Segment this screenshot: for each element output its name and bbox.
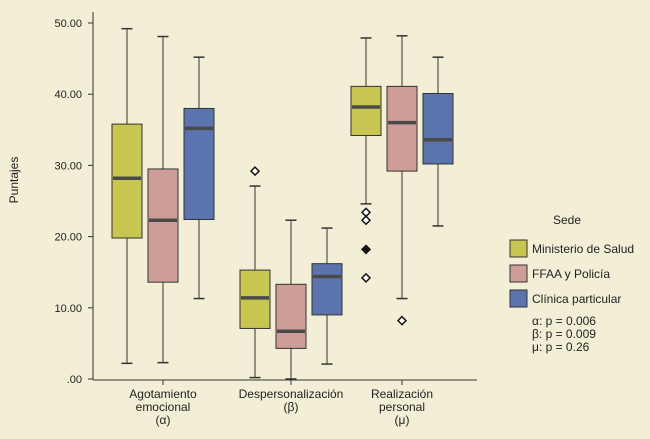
outlier-marker: [396, 315, 408, 326]
outlier-marker: [249, 166, 261, 177]
y-tick-label: .00: [67, 374, 82, 386]
legend-swatch: [509, 239, 528, 258]
x-tick-label: (μ): [395, 413, 410, 427]
y-axis-label: Puntajes: [7, 157, 21, 204]
p-value-text: μ: p = 0.26: [532, 340, 590, 354]
legend: Sede Ministerio de Salud FFAA y Policía Cl…: [509, 213, 634, 308]
outlier-marker: [360, 215, 372, 226]
boxes: [111, 27, 454, 380]
y-tick-label: 30.00: [54, 160, 82, 172]
x-tick-label: Realización: [371, 387, 433, 401]
x-tick-label: Agotamiento: [129, 387, 197, 401]
p-value-text: α: p = 0.006: [532, 314, 596, 328]
legend-swatch: [509, 289, 528, 308]
box-2-0: [183, 56, 215, 300]
box-iqr: [422, 92, 454, 165]
box-0-1: [239, 166, 271, 379]
box-1-2: [386, 35, 418, 326]
x-tick-label: Despersonalización: [239, 387, 344, 401]
axes: [92, 12, 477, 381]
box-0-2: [350, 37, 382, 283]
box-iqr: [311, 263, 343, 316]
outlier-marker: [360, 244, 372, 255]
x-tick-label: (α): [156, 413, 171, 427]
outlier-marker: [360, 272, 372, 283]
y-tick-label: 50.00: [54, 18, 82, 30]
p-value-text: β: p = 0.009: [532, 327, 596, 341]
box-2-1: [311, 227, 343, 365]
x-tick-label: personal: [379, 400, 425, 414]
legend-title: Sede: [553, 213, 581, 227]
y-tick-label: 10.00: [54, 303, 82, 315]
legend-swatch: [509, 264, 528, 283]
y-ticks: .00 10.00 20.00 30.00 40.00 50.00: [54, 18, 93, 386]
legend-label: Ministerio de Salud: [532, 242, 634, 256]
box-iqr: [350, 85, 382, 136]
y-tick-label: 40.00: [54, 89, 82, 101]
y-tick-label: 20.00: [54, 232, 82, 244]
box-0-0: [111, 27, 143, 365]
box-2-2: [422, 56, 454, 227]
x-tick-label: emocional: [136, 400, 191, 414]
box-iqr: [147, 168, 179, 283]
legend-label: FFAA y Policía: [532, 267, 610, 281]
legend-label: Clínica particular: [532, 292, 621, 306]
box-iqr: [111, 123, 143, 239]
box-iqr: [183, 107, 215, 221]
box-1-0: [147, 35, 179, 364]
x-tick-label: (β): [284, 400, 299, 414]
box-1-1: [275, 219, 307, 380]
box-iqr: [275, 283, 307, 349]
box-iqr: [386, 85, 418, 172]
